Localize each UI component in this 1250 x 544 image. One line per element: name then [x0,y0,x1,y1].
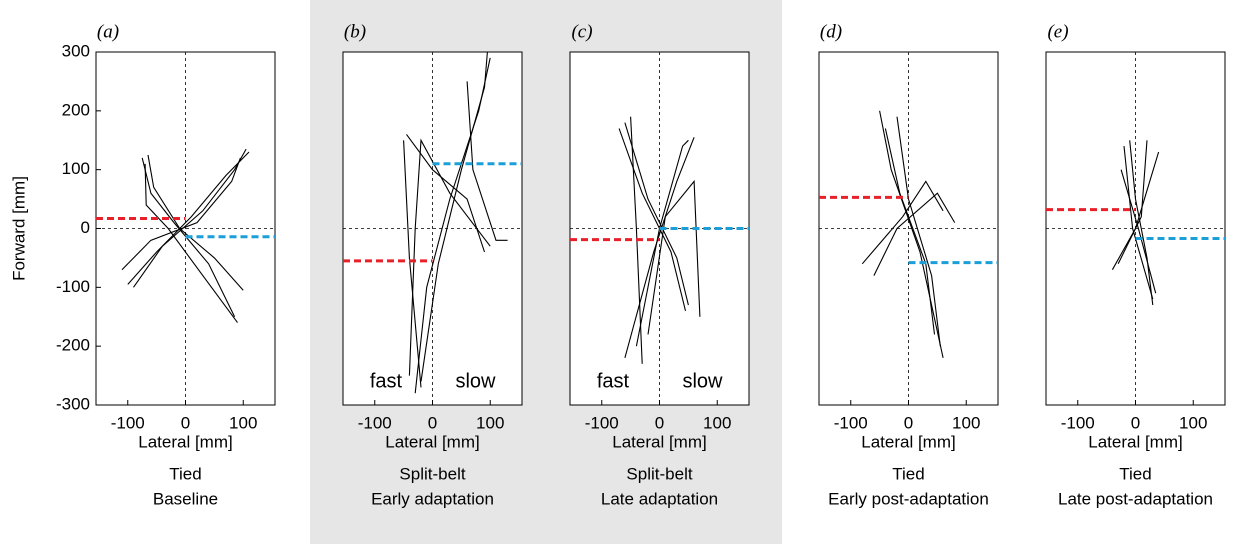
x-tick-label: -100 [1061,413,1095,432]
trajectory [873,192,956,276]
trajectory [630,116,643,364]
trajectory [420,51,488,382]
y-tick-label: 100 [62,159,90,178]
trajectory [647,179,701,335]
caption: Baseline [153,489,218,508]
annotation-slow: slow [682,370,723,392]
x-axis-label: Lateral [mm] [138,432,232,451]
y-tick-label: 0 [81,218,90,237]
x-tick-label: 100 [229,413,257,432]
y-tick-label: 200 [62,100,90,119]
y-tick-label: -200 [56,336,90,355]
x-tick-label: 100 [476,413,504,432]
annotation-fast: fast [370,370,403,392]
x-tick-label: 0 [181,413,190,432]
trajectory [133,148,247,288]
trajectory [618,128,687,312]
panel-label: (c) [571,21,592,42]
x-tick-label: 0 [655,413,664,432]
trajectory [144,163,238,323]
trajectory [884,128,936,335]
x-tick-label: 0 [904,413,913,432]
trajectory [1120,169,1157,294]
caption: Tied [169,464,201,483]
x-tick-label: -100 [358,413,392,432]
trajectory [408,138,491,376]
panel-label: (a) [97,21,119,42]
caption: Tied [1119,464,1151,483]
x-tick-label: -100 [834,413,868,432]
trajectory [1117,140,1148,265]
x-tick-label: 0 [428,413,437,432]
annotation-fast: fast [597,370,630,392]
panel-label: (d) [820,21,842,42]
caption: Split-belt [399,464,465,483]
panel-label: (e) [1047,21,1068,42]
x-tick-label: 100 [1179,413,1207,432]
y-tick-label: 300 [62,41,90,60]
trajectory [466,81,508,241]
x-tick-label: -100 [111,413,145,432]
trajectory [635,139,689,347]
x-tick-label: 100 [703,413,731,432]
annotation-slow: slow [455,370,496,392]
y-tick-label: -100 [56,277,90,296]
x-axis-label: Lateral [mm] [385,432,479,451]
x-axis-label: Lateral [mm] [861,432,955,451]
trajectory [403,140,422,388]
caption: Early post-adaptation [828,489,989,508]
trajectory [1123,146,1154,300]
y-tick-label: -300 [56,394,90,413]
trajectory [141,157,236,318]
caption: Tied [892,464,924,483]
trajectory [861,180,944,265]
x-axis-label: Lateral [mm] [1088,432,1182,451]
trajectory [896,116,941,347]
trajectory [624,137,695,359]
caption: Split-belt [626,464,692,483]
x-tick-label: 0 [1131,413,1140,432]
trajectory [406,134,486,253]
panel-label: (b) [344,21,366,42]
x-axis-label: Lateral [mm] [612,432,706,451]
caption: Early adaptation [371,489,494,508]
trajectory [121,157,241,271]
trajectory [127,151,250,285]
trajectory [879,110,944,359]
trajectory [1129,140,1154,306]
y-axis-label: Forward [mm] [9,176,28,281]
x-tick-label: -100 [585,413,619,432]
x-tick-label: 100 [952,413,980,432]
caption: Late adaptation [601,489,718,508]
caption: Late post-adaptation [1058,489,1213,508]
